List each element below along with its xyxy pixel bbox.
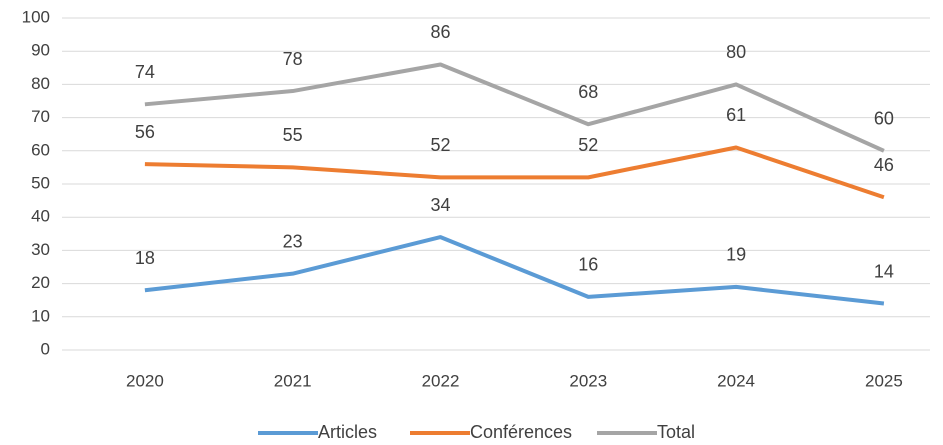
x-tick-label: 2023: [569, 371, 607, 390]
x-tick-label: 2021: [274, 371, 312, 390]
y-tick-label: 40: [31, 207, 50, 226]
data-label: 86: [430, 22, 450, 42]
legend-label: Articles: [318, 422, 377, 442]
data-label: 46: [874, 155, 894, 175]
legend-label: Total: [657, 422, 695, 442]
data-label: 52: [430, 135, 450, 155]
data-label: 23: [283, 231, 303, 251]
data-label: 14: [874, 261, 894, 281]
data-label: 16: [578, 255, 598, 275]
x-tick-label: 2022: [422, 371, 460, 390]
data-label: 52: [578, 135, 598, 155]
data-label: 60: [874, 109, 894, 129]
series-line: [144, 62, 885, 153]
y-tick-label: 30: [31, 240, 50, 259]
y-tick-label: 20: [31, 273, 50, 292]
data-label: 80: [726, 42, 746, 62]
series-line: [144, 235, 885, 306]
y-tick-label: 0: [41, 339, 50, 358]
data-label: 74: [135, 62, 155, 82]
data-label: 34: [430, 195, 450, 215]
data-label: 61: [726, 105, 746, 125]
data-label: 18: [135, 248, 155, 268]
y-tick-label: 10: [31, 306, 50, 325]
data-label: 68: [578, 82, 598, 102]
data-label: 55: [283, 125, 303, 145]
y-tick-label: 60: [31, 140, 50, 159]
x-tick-label: 2020: [126, 371, 164, 390]
data-label: 56: [135, 122, 155, 142]
data-label: 19: [726, 245, 746, 265]
data-label: 78: [283, 49, 303, 69]
y-tick-label: 100: [22, 7, 50, 26]
y-tick-label: 70: [31, 107, 50, 126]
y-tick-label: 50: [31, 173, 50, 192]
series-line: [144, 145, 885, 200]
y-tick-label: 80: [31, 74, 50, 93]
x-tick-label: 2025: [865, 371, 903, 390]
legend-label: Conférences: [470, 422, 572, 442]
y-tick-label: 90: [31, 41, 50, 60]
x-tick-label: 2024: [717, 371, 755, 390]
